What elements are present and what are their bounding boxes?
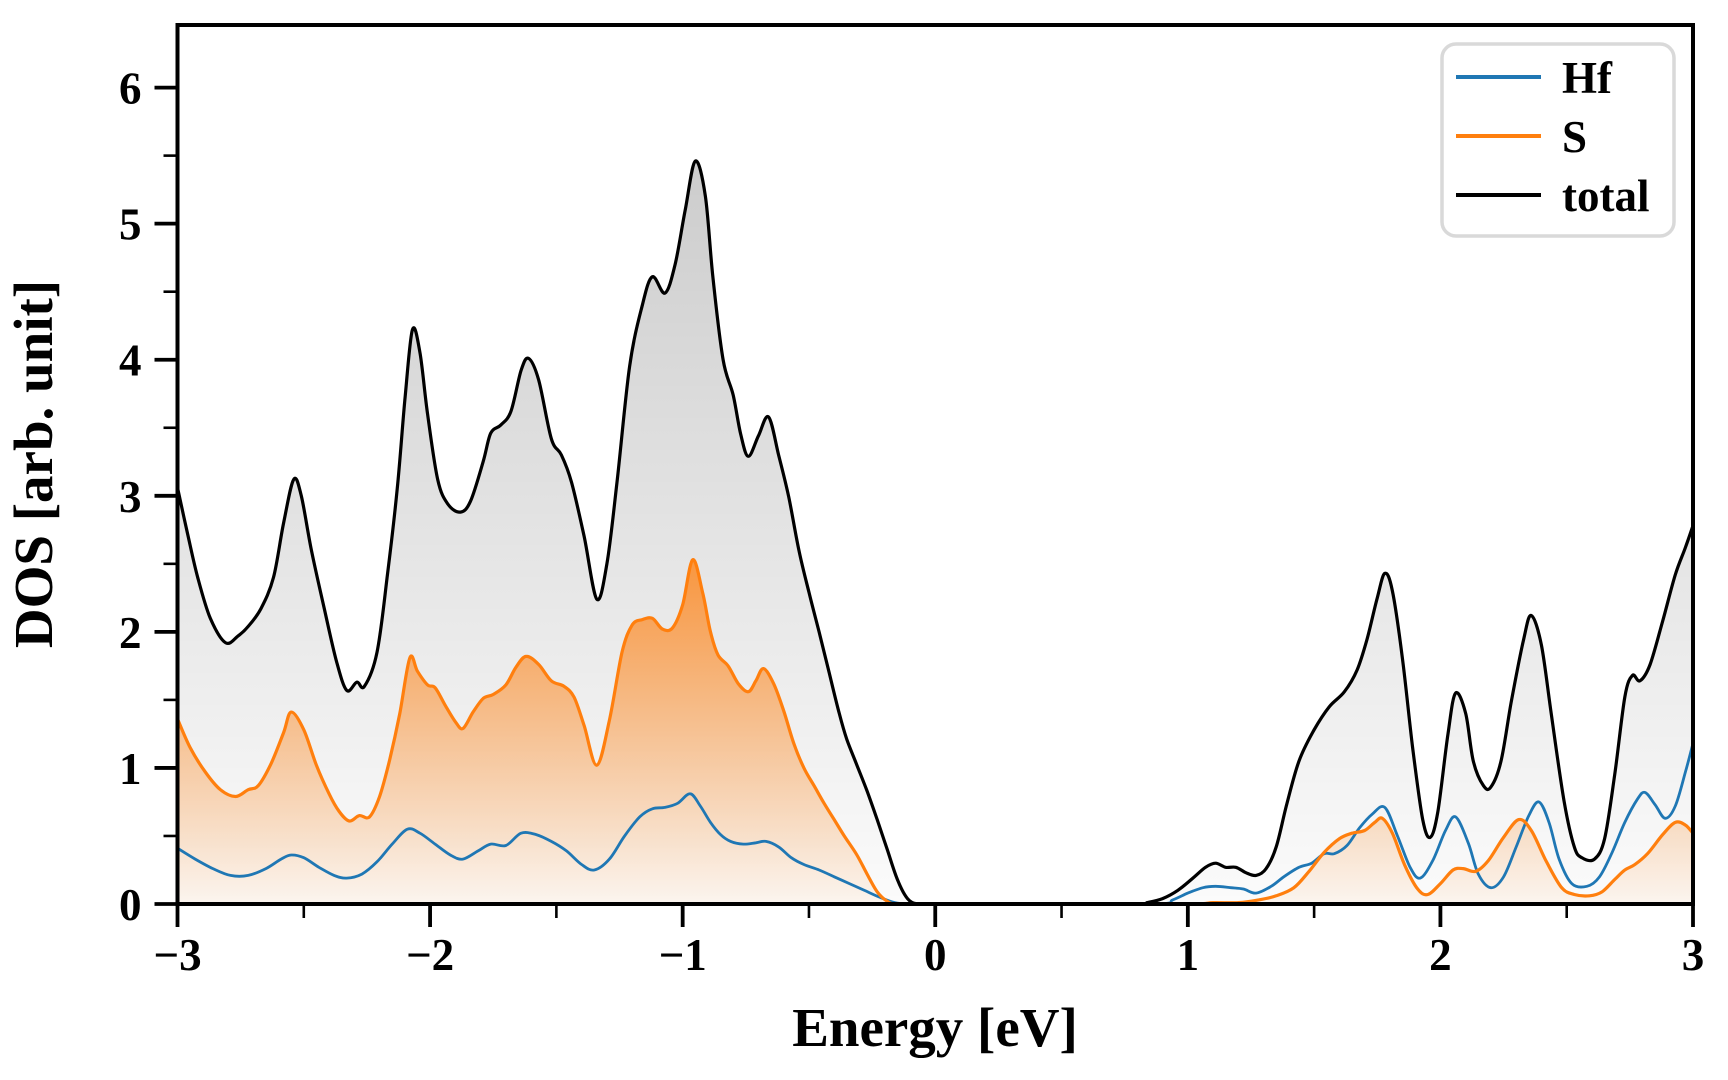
y-tick-label: 6 <box>119 64 142 114</box>
area-fills <box>177 160 1693 905</box>
y-tick-label: 4 <box>119 336 142 386</box>
x-tick-label: 3 <box>1682 930 1705 980</box>
x-axis-ticks <box>175 906 1695 927</box>
x-tick-label: −1 <box>659 930 707 980</box>
y-axis-title: DOS [arb. unit] <box>3 280 64 648</box>
curves <box>175 159 1695 906</box>
x-axis-title: Energy [eV] <box>792 997 1078 1058</box>
legend: Hf S total <box>1440 42 1676 238</box>
x-tick-label: 1 <box>1177 930 1200 980</box>
s-legend-label: S <box>1562 112 1587 162</box>
plot-frame <box>175 23 1695 906</box>
y-tick-label: 5 <box>119 200 142 250</box>
y-tick-label: 3 <box>119 472 142 522</box>
y-tick-label: 1 <box>119 744 142 794</box>
x-tick-labels: −3 −2 −1 0 1 2 3 <box>153 930 1704 980</box>
y-tick-labels: 0 1 2 3 4 5 6 <box>119 64 142 930</box>
x-tick-label: 0 <box>924 930 947 980</box>
total-curve <box>175 159 1695 906</box>
x-tick-label: 2 <box>1429 930 1452 980</box>
legend-box <box>1440 42 1676 238</box>
x-tick-label: −2 <box>406 930 454 980</box>
legend-entry-s: S <box>1456 112 1587 162</box>
y-axis-ticks <box>154 85 176 906</box>
y-tick-label: 2 <box>119 608 142 658</box>
s-curve <box>175 558 1695 906</box>
hf-legend-label: Hf <box>1562 53 1613 103</box>
x-tick-label: −3 <box>153 930 201 980</box>
legend-entry-total: total <box>1456 171 1649 221</box>
hf-curve <box>176 742 1695 906</box>
total-legend-label: total <box>1562 171 1649 221</box>
y-tick-label: 0 <box>119 880 142 930</box>
s-area <box>177 559 1693 905</box>
axes <box>154 23 1695 927</box>
legend-entry-hf: Hf <box>1456 53 1613 103</box>
